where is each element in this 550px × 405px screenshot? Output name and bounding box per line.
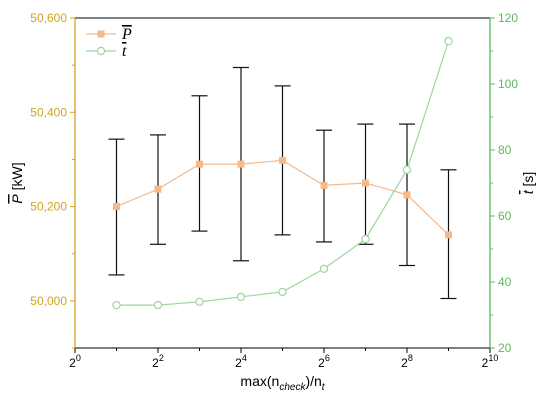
p-point	[320, 181, 328, 189]
right-tick-label: 80	[498, 143, 512, 157]
t-point	[402, 165, 412, 174]
right-tick-label: 100	[498, 77, 518, 91]
p-point	[279, 156, 286, 164]
x-tick-exponent: 4	[242, 353, 247, 363]
x-tick-base: 2	[401, 356, 408, 370]
t-point	[236, 292, 246, 302]
right-tick-label: 20	[498, 341, 512, 355]
x-tick-label: 22	[152, 353, 164, 370]
left-tick-label: 50,400	[30, 105, 67, 119]
p-point	[237, 160, 245, 168]
x-tick-base: 2	[482, 356, 489, 370]
x-tick-label: 20	[69, 353, 81, 370]
x-title-subscript-t: t	[322, 382, 326, 393]
left-tick-label: 50,000	[30, 294, 67, 308]
x-tick-base: 2	[152, 356, 159, 370]
legend-t-label: t	[122, 43, 127, 60]
legend-p-label: P	[121, 26, 132, 43]
right-title-unit: [s]	[520, 172, 536, 191]
p-point	[403, 191, 411, 199]
x-tick-label: 210	[482, 353, 499, 370]
legend-p-marker	[97, 30, 105, 38]
left-tick-label: 50,200	[30, 200, 67, 214]
left-axis-title: P [kW]	[9, 162, 25, 203]
p-point	[362, 179, 369, 187]
x-tick-exponent: 6	[325, 353, 330, 363]
x-title-subscript-check: check	[279, 382, 306, 393]
x-tick-base: 2	[69, 356, 76, 370]
left-tick-label: 50,600	[30, 11, 67, 25]
t-point	[444, 36, 453, 46]
x-title-prefix: max(n	[240, 373, 279, 389]
axes-layer: 20 22 24 26 28 21050,00050,20050,40050,600204…	[9, 11, 536, 393]
right-tick-label: 120	[498, 11, 518, 25]
t-point	[112, 300, 121, 310]
p-point	[113, 203, 120, 211]
t-point	[153, 300, 163, 310]
p-point	[154, 185, 162, 193]
right-axis-title: t [s]	[520, 172, 536, 195]
left-title-unit: [kW]	[9, 162, 25, 194]
x-tick-exponent: 8	[408, 353, 413, 363]
x-tick-label: 28	[401, 353, 413, 370]
left-title-symbol: P	[9, 194, 25, 204]
x-title-middle: )/n	[305, 373, 321, 389]
legend-t-marker	[96, 46, 106, 56]
t-point	[319, 264, 329, 273]
p-point	[196, 160, 203, 168]
errorbar-layer	[108, 66, 457, 300]
x-tick-exponent: 10	[488, 353, 498, 363]
right-tick-label: 40	[498, 275, 512, 289]
right-title-symbol: t	[520, 189, 536, 194]
x-tick-base: 2	[318, 356, 325, 370]
legend: Pt	[86, 26, 132, 60]
t-point	[278, 287, 287, 297]
x-tick-label: 26	[318, 353, 330, 370]
x-tick-exponent: 2	[159, 353, 164, 363]
x-tick-base: 2	[235, 356, 242, 370]
x-tick-exponent: 0	[76, 353, 81, 363]
t-point	[361, 234, 370, 244]
p-point	[445, 231, 452, 239]
t-point	[195, 297, 204, 306]
right-tick-label: 60	[498, 209, 512, 223]
marker-layer	[112, 36, 453, 310]
x-tick-label: 24	[235, 353, 247, 370]
x-axis-title: max(ncheck)/nt	[240, 373, 325, 393]
